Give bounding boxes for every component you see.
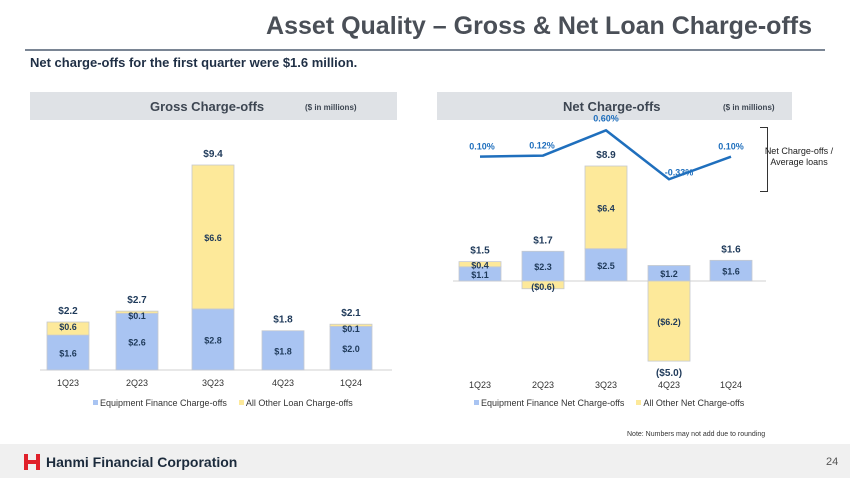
gross-total-4Q23: $1.8	[273, 315, 293, 326]
legend-swatch-other	[238, 400, 244, 405]
gross-label-equipment-2Q23: $2.6	[128, 338, 146, 348]
gross-bar-equipment-4Q23	[261, 330, 305, 371]
gross-total-2Q23: $2.7	[127, 295, 147, 306]
gross-tick-4Q23: 4Q23	[272, 378, 294, 388]
ratio-label-1Q24: 0.10%	[718, 142, 744, 152]
gross-bar-other-1Q23	[46, 321, 90, 336]
gross-tick-3Q23: 3Q23	[202, 378, 224, 388]
net-label-equipment-1Q24: $1.6	[722, 267, 740, 277]
gross-chargeoffs-header: Gross Charge-offs ($ in millions)	[30, 92, 397, 120]
gross-label-equipment-1Q23: $1.6	[59, 349, 77, 359]
net-units-label: ($ in millions)	[723, 103, 775, 112]
gross-tick-1Q24: 1Q24	[340, 378, 362, 388]
net-label-other-4Q23: ($6.2)	[657, 317, 681, 327]
net-bar-other-3Q23	[584, 165, 628, 250]
slide-subtitle: Net charge-offs for the first quarter we…	[30, 55, 358, 70]
net-total-2Q23: $1.7	[533, 235, 553, 246]
gross-label-other-1Q24: $0.1	[342, 324, 360, 334]
gross-units-label: ($ in millions)	[305, 103, 357, 112]
legend-label-equipment: Equipment Finance Charge-offs	[100, 398, 227, 408]
hanmi-logo-icon	[24, 454, 40, 470]
net-chart-legend: Equipment Finance Net Charge-offs All Ot…	[474, 398, 744, 408]
logo-mark	[24, 454, 40, 470]
net-bar-other-4Q23	[647, 280, 691, 362]
net-bar-other-2Q23	[521, 280, 565, 290]
net-bar-equipment-2Q23	[521, 250, 565, 282]
legend-item-other: All Other Loan Charge-offs	[238, 398, 353, 408]
ratio-line	[479, 128, 732, 181]
legend-item-other-net: All Other Net Charge-offs	[636, 398, 744, 408]
gross-bar-equipment-2Q23	[115, 312, 159, 371]
ratio-label-1Q23: 0.10%	[469, 142, 495, 152]
net-bar-other-1Q23	[458, 261, 502, 268]
net-label-equipment-2Q23: $2.3	[534, 262, 552, 272]
page-number: 24	[826, 456, 839, 468]
gross-bar-equipment-1Q24	[329, 325, 373, 371]
net-chargeoffs-title: Net Charge-offs	[563, 99, 661, 114]
legend-swatch-other-net	[636, 400, 642, 405]
net-label-other-1Q23: $0.4	[471, 261, 489, 271]
legend-item-equipment: Equipment Finance Charge-offs	[93, 398, 227, 408]
ratio-label-2Q23: 0.12%	[529, 141, 555, 151]
gross-bar-equipment-3Q23	[191, 308, 235, 371]
gross-tick-2Q23: 2Q23	[126, 378, 148, 388]
slide-title: Asset Quality – Gross & Net Loan Charge-…	[266, 12, 812, 40]
net-total-3Q23: $8.9	[596, 150, 616, 161]
legend-swatch-equipment-net	[474, 400, 479, 405]
title-divider	[25, 49, 825, 51]
gross-tick-1Q23: 1Q23	[57, 378, 79, 388]
net-chargeoffs-header: Net Charge-offs ($ in millions)	[437, 92, 792, 120]
gross-bar-other-3Q23	[191, 164, 235, 310]
net-label-equipment-3Q23: $2.5	[597, 261, 615, 271]
net-tick-1Q24: 1Q24	[720, 380, 742, 390]
ratio-label-4Q23: -0.33%	[665, 167, 694, 177]
net-total-1Q24: $1.6	[721, 244, 741, 255]
legend-item-equipment-net: Equipment Finance Net Charge-offs	[474, 398, 624, 408]
legend-swatch-equipment	[93, 400, 98, 405]
gross-bar-other-1Q24	[329, 323, 373, 327]
gross-bar-other-2Q23	[115, 310, 159, 314]
net-tick-3Q23: 3Q23	[595, 380, 617, 390]
legend-label-other-net: All Other Net Charge-offs	[643, 398, 745, 408]
net-label-equipment-4Q23: $1.2	[660, 269, 678, 279]
net-total-4Q23: ($5.0)	[656, 368, 682, 379]
ratio-legend-label: Net Charge-offs / Average loans	[764, 146, 834, 167]
net-label-other-3Q23: $6.4	[597, 203, 615, 213]
net-label-other-2Q23: ($0.6)	[531, 282, 555, 292]
gross-label-other-3Q23: $6.6	[204, 233, 222, 243]
gross-label-equipment-1Q24: $2.0	[342, 344, 360, 354]
gross-total-1Q24: $2.1	[341, 308, 361, 319]
net-tick-4Q23: 4Q23	[658, 380, 680, 390]
net-total-1Q23: $1.5	[470, 246, 490, 257]
gross-total-3Q23: $9.4	[203, 149, 223, 160]
net-label-equipment-1Q23: $1.1	[471, 270, 489, 280]
gross-label-other-2Q23: $0.1	[128, 311, 146, 321]
net-bar-equipment-1Q24	[709, 259, 753, 282]
net-tick-2Q23: 2Q23	[532, 380, 554, 390]
rounding-note: Note: Numbers may not add due to roundin…	[627, 431, 766, 438]
gross-bar-equipment-1Q23	[46, 334, 90, 371]
gross-label-equipment-4Q23: $1.8	[274, 346, 292, 356]
gross-chart-legend: Equipment Finance Charge-offs All Other …	[93, 398, 353, 408]
gross-total-1Q23: $2.2	[58, 306, 78, 317]
ratio-bracket	[760, 127, 768, 192]
net-tick-1Q23: 1Q23	[469, 380, 491, 390]
legend-label-equipment-net: Equipment Finance Net Charge-offs	[481, 398, 625, 408]
company-name: Hanmi Financial Corporation	[46, 454, 238, 470]
ratio-label-3Q23: 0.60%	[593, 113, 619, 123]
footer-bar: Hanmi Financial Corporation 24	[0, 444, 850, 478]
gross-label-equipment-3Q23: $2.8	[204, 335, 222, 345]
gross-label-other-1Q23: $0.6	[59, 322, 77, 332]
legend-label-other: All Other Loan Charge-offs	[245, 398, 353, 408]
gross-chargeoffs-title: Gross Charge-offs	[150, 99, 265, 114]
net-bar-equipment-3Q23	[584, 248, 628, 282]
